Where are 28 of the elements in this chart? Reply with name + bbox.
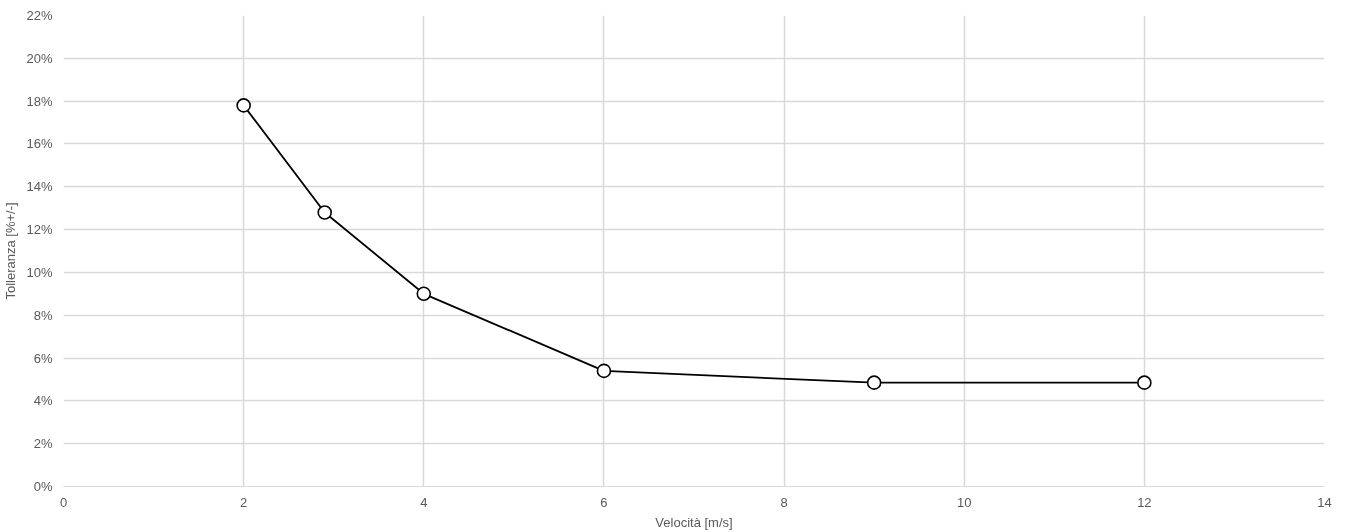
point [866, 375, 882, 390]
x-tick-label: 8 [780, 494, 788, 510]
point [317, 205, 333, 220]
y-tick-label: 0% [33, 479, 53, 494]
x-tick-label: 14 [1317, 494, 1332, 510]
y-tick-label: 14% [26, 179, 53, 195]
y-axis-title: Tolleranza [%+/-] [3, 202, 19, 300]
y-tick-label: 12% [26, 222, 53, 238]
point [1137, 375, 1152, 390]
point [596, 363, 612, 379]
y-tick-label: 16% [26, 136, 53, 152]
y-tick-label: 2% [33, 436, 53, 452]
point [416, 286, 432, 302]
point [236, 98, 251, 113]
y-tick-label: 10% [26, 264, 53, 280]
x-tick-label: 10 [956, 494, 972, 510]
x-tick-label: 2 [240, 494, 248, 510]
x-tick-label: 12 [1137, 494, 1152, 510]
x-tick-label: 4 [420, 494, 428, 510]
x-tick-label: 6 [600, 494, 608, 510]
y-tick-label: 18% [26, 93, 53, 109]
y-tick-label: 6% [33, 350, 53, 366]
y-tick-label: 4% [33, 393, 53, 409]
x-axis-title: Velocità [m/s] [655, 514, 733, 530]
y-tick-label: 20% [26, 50, 53, 66]
y-tick-label: 8% [33, 307, 53, 323]
y-tick-label: 22% [26, 8, 53, 23]
x-tick-label: 0 [59, 494, 68, 510]
